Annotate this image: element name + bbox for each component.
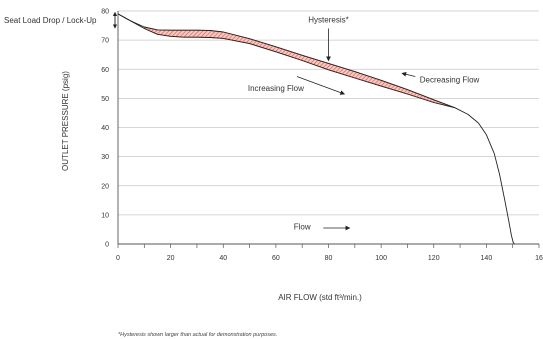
axis-ticks: 0 10 20 30 40 50 60 70 80 0 20 40 60 80 100 120 140 16 — [101, 9, 543, 263]
y-tick-label-10: 10 — [101, 212, 109, 219]
x-tick-label-20: 20 — [167, 255, 175, 262]
y-tick-label-0: 0 — [105, 242, 109, 249]
annotation-decreasing-flow: Decreasing Flow — [420, 75, 480, 84]
series-line-decreasing-flow — [118, 14, 515, 244]
x-tick-label-100: 100 — [375, 255, 387, 262]
x-tick-label-60: 60 — [272, 255, 280, 262]
footnote: *Hysteresis shown larger than actual for… — [118, 332, 277, 338]
y-tick-label-70: 70 — [101, 38, 109, 45]
annotation-seat-load-drop: Seat Load Drop / Lock-Up — [4, 16, 97, 25]
annotation-hysteresis: Hysteresis* — [308, 16, 348, 25]
y-tick-label-20: 20 — [101, 183, 109, 190]
annotation-flow: Flow — [294, 222, 311, 231]
hysteresis-fill — [144, 27, 455, 108]
series-line-increasing-flow — [118, 14, 455, 108]
y-tick-label-30: 30 — [101, 154, 109, 161]
x-tick-label-0: 0 — [116, 255, 120, 262]
x-tick-label-16: 16 — [535, 255, 543, 262]
y-tick-label-40: 40 — [101, 125, 109, 132]
arrow-increasing-flow — [297, 77, 344, 94]
y-axis-label: OUTLET PRESSURE (psig) — [61, 71, 70, 171]
x-tick-label-120: 120 — [428, 255, 440, 262]
y-tick-label-50: 50 — [101, 96, 109, 103]
x-tick-label-140: 140 — [481, 255, 493, 262]
arrow-decreasing-flow — [402, 73, 415, 76]
x-axis-label: AIR FLOW (std ft³/min.) — [278, 293, 362, 302]
annotation-increasing-flow: Increasing Flow — [248, 84, 304, 93]
y-tick-label-60: 60 — [101, 67, 109, 74]
series-lines — [118, 14, 515, 244]
x-tick-label-80: 80 — [325, 255, 333, 262]
y-tick-label-80: 80 — [101, 9, 109, 16]
x-tick-label-40: 40 — [219, 255, 227, 262]
hysteresis-band — [144, 27, 455, 108]
